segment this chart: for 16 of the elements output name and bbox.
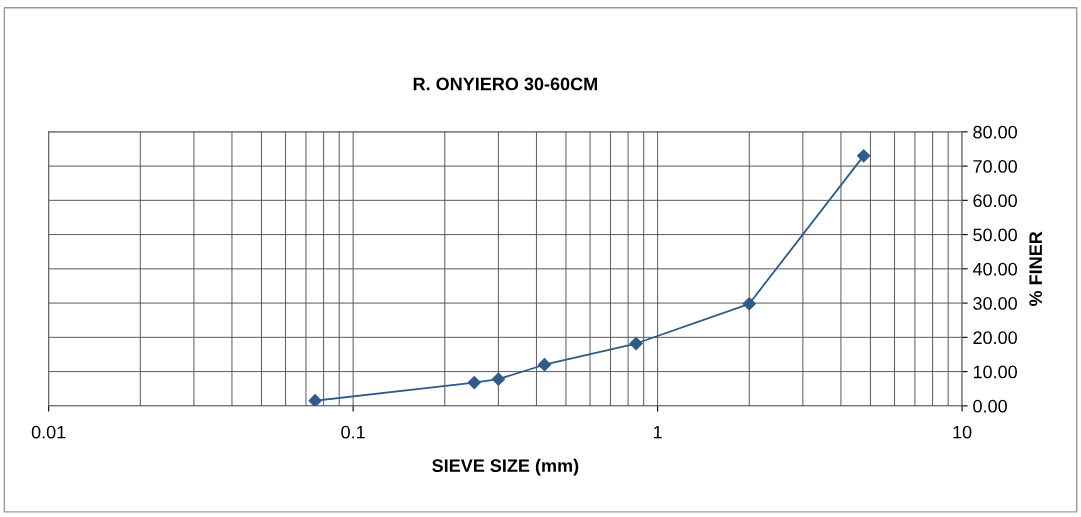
- y-tick-label: 60.00: [973, 194, 1017, 208]
- y-tick-label: 80.00: [973, 125, 1017, 139]
- y-tick-label: 70.00: [973, 160, 1017, 173]
- x-tick-label: 0.1: [341, 425, 365, 439]
- y-tick-label: 20.00: [973, 331, 1017, 345]
- y-tick-label: 40.00: [972, 262, 1017, 276]
- y-tick-label: 30.00: [973, 297, 1017, 310]
- x-tick-label: 10: [953, 425, 972, 439]
- y-tick-label: 10.00: [973, 365, 1017, 379]
- y-tick-label: 0.00: [973, 399, 1007, 413]
- y-axis-title: % FINER: [1029, 231, 1043, 307]
- x-tick-label: 1: [653, 425, 662, 439]
- y-tick-label: 50.00: [973, 228, 1017, 242]
- x-axis-title: SIEVE SIZE (mm): [432, 458, 579, 476]
- chart-title: R. ONYIERO 30-60CM: [413, 77, 597, 91]
- x-tick-label: 0.01: [31, 425, 66, 439]
